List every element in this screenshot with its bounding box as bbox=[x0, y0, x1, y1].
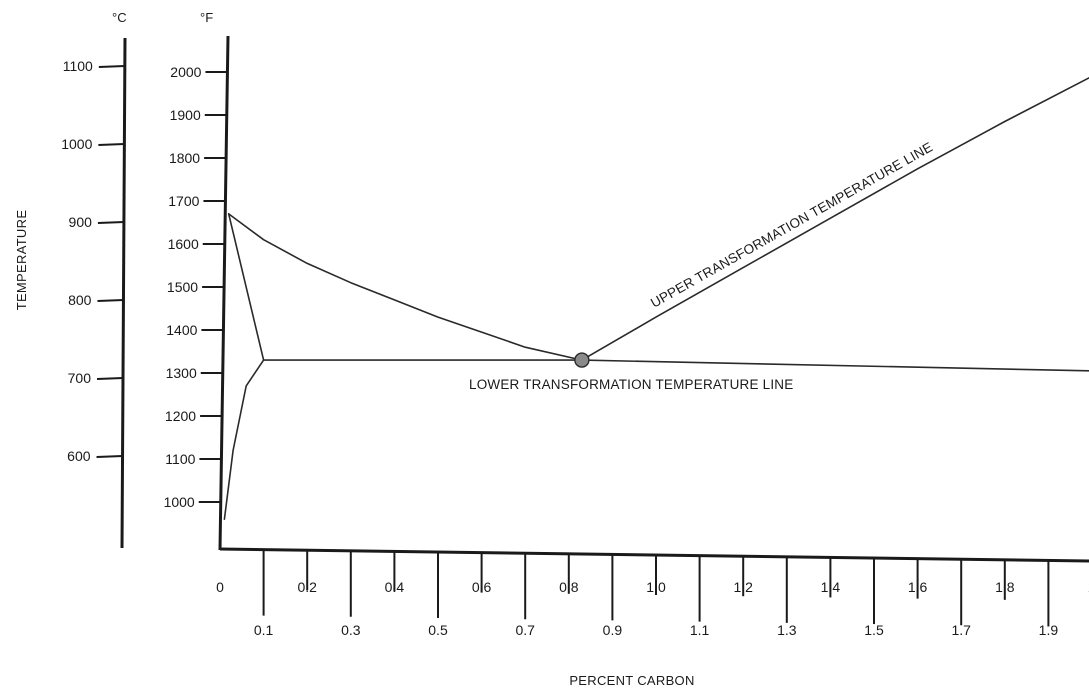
celsius-tick-label: 600 bbox=[67, 448, 91, 464]
fahrenheit-tick-label: 1200 bbox=[165, 408, 196, 424]
x-tick-label: 0.5 bbox=[428, 622, 448, 638]
fahrenheit-ticks: 2000 1900 1800 1700 1600 1500 1400 1300 1200 1100… bbox=[164, 64, 228, 510]
series-line-0 bbox=[227, 76, 1089, 361]
x-tick-label: 1.4 bbox=[821, 579, 841, 595]
celsius-tick-label: 1000 bbox=[61, 136, 92, 152]
series-line-1 bbox=[262, 359, 1089, 372]
celsius-tick-mark bbox=[98, 143, 125, 146]
series-line-2 bbox=[227, 213, 265, 361]
celsius-tick-mark bbox=[97, 299, 124, 302]
lower-line-label: LOWER TRANSFORMATION TEMPERATURE LINE bbox=[469, 377, 793, 392]
x-tick-label: 0.1 bbox=[254, 622, 274, 638]
celsius-tick-label: 1100 bbox=[63, 58, 93, 74]
celsius-ticks: 1100 1000 900 800 700 600 bbox=[61, 58, 125, 464]
series-line-3 bbox=[223, 359, 265, 521]
fahrenheit-tick-label: 1300 bbox=[166, 365, 197, 381]
fahrenheit-tick-label: 1500 bbox=[167, 279, 198, 295]
fahrenheit-tick-label: 1600 bbox=[168, 236, 199, 252]
fahrenheit-tick-label: 1900 bbox=[170, 107, 201, 123]
celsius-unit-label: °C bbox=[112, 10, 127, 25]
fahrenheit-tick-label: 1700 bbox=[168, 193, 199, 209]
x-tick-label: 0.6 bbox=[472, 579, 492, 595]
fahrenheit-tick-label: 1100 bbox=[165, 451, 195, 467]
celsius-axis-line bbox=[120, 37, 127, 549]
x-axis-title: PERCENT CARBON bbox=[569, 673, 694, 688]
fahrenheit-tick-label: 1400 bbox=[166, 322, 197, 338]
x-tick-label: 1.5 bbox=[864, 622, 884, 638]
x-tick-label: 0.3 bbox=[341, 622, 361, 638]
x-tick-label: 0.9 bbox=[603, 622, 623, 638]
eutectoid-point bbox=[574, 352, 590, 368]
fahrenheit-tick-label: 2000 bbox=[170, 64, 201, 80]
fahrenheit-tick-label: 1000 bbox=[164, 494, 195, 510]
x-tick-label: 1.6 bbox=[908, 579, 928, 595]
x-tick-label: 0.2 bbox=[297, 579, 317, 595]
celsius-tick-mark bbox=[97, 221, 124, 224]
x-tick-label: 1.3 bbox=[777, 622, 797, 638]
x-axis-line bbox=[219, 547, 1089, 563]
x-tick-label: 0 bbox=[216, 579, 224, 595]
x-tick-label: 0.8 bbox=[559, 579, 579, 595]
x-tick-label: 1.1 bbox=[690, 622, 710, 638]
x-tick-label: 0.4 bbox=[385, 579, 405, 595]
x-tick-label: 1.9 bbox=[1039, 622, 1059, 638]
x-ticks: 00.20.40.60.81.01.21.41.61.820.10.30.50.… bbox=[216, 549, 1089, 638]
x-tick-label: 1.2 bbox=[733, 579, 753, 595]
celsius-tick-mark bbox=[98, 65, 125, 68]
fahrenheit-unit-label: °F bbox=[200, 10, 213, 25]
fahrenheit-axis-line bbox=[218, 35, 230, 551]
celsius-tick-label: 700 bbox=[68, 370, 92, 386]
upper-line-label: UPPER TRANSFORMATION TEMPERATURE LINE bbox=[648, 139, 935, 310]
fahrenheit-tick-label: 1800 bbox=[169, 150, 200, 166]
x-tick-label: 0.7 bbox=[515, 622, 535, 638]
x-tick-label: 1.8 bbox=[995, 579, 1015, 595]
celsius-tick-mark bbox=[96, 455, 123, 458]
y-axis-title: TEMPERATURE bbox=[14, 210, 29, 311]
celsius-tick-label: 800 bbox=[68, 292, 92, 308]
x-tick-label: 1.0 bbox=[646, 579, 666, 595]
celsius-tick-label: 900 bbox=[69, 214, 93, 230]
x-tick-label: 1.7 bbox=[951, 622, 971, 638]
celsius-tick-mark bbox=[96, 377, 124, 380]
